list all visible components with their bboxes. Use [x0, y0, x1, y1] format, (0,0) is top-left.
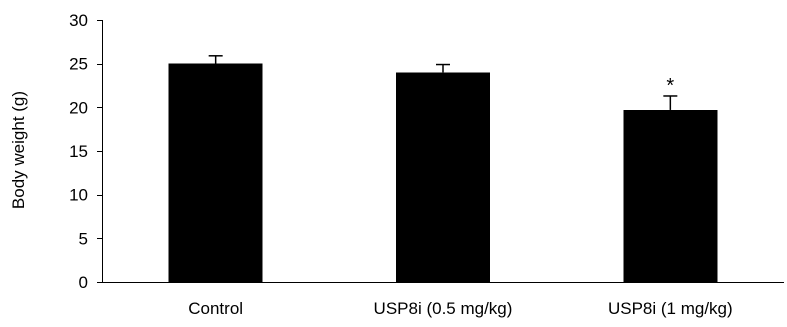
annotations: *	[666, 75, 674, 97]
y-tick-label: 5	[79, 229, 88, 248]
y-ticks: 0 5 10 15 20 25 30	[69, 11, 102, 292]
x-tick-labels: Control USP8i (0.5 mg/kg) USP8i (1 mg/kg)	[188, 299, 732, 318]
y-tick-label: 15	[69, 142, 88, 161]
x-tick-label: USP8i (0.5 mg/kg)	[374, 299, 513, 318]
significance-asterisk: *	[666, 75, 674, 97]
x-tick-label: USP8i (1 mg/kg)	[608, 299, 733, 318]
x-tick-label: Control	[188, 299, 243, 318]
y-tick-label: 0	[79, 273, 88, 292]
bar	[168, 63, 263, 282]
y-tick-label: 30	[69, 11, 88, 30]
y-tick-label: 10	[69, 186, 88, 205]
bars	[168, 63, 718, 283]
y-axis-label: Body weight (g)	[9, 91, 28, 209]
y-tick-label: 20	[69, 98, 88, 117]
error-bars	[208, 55, 678, 110]
bar	[623, 109, 718, 282]
y-tick-label: 25	[69, 55, 88, 74]
bar	[396, 72, 490, 283]
